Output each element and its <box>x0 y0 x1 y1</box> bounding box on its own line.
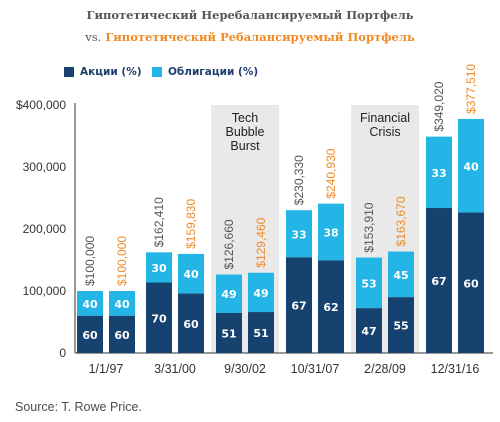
bar-stocks-nonrebalanced <box>146 282 172 353</box>
value-label-rebalanced: $100,000 <box>115 236 129 286</box>
bar-bonds-nonrebalanced <box>286 210 312 258</box>
bar-stocks-nonrebalanced <box>356 308 382 353</box>
legend-item-bonds: Облигации (%) <box>152 66 258 78</box>
value-label-nonrebalanced: $349,020 <box>432 81 446 131</box>
legend-label-stocks: Акции (%) <box>80 66 142 78</box>
value-label-rebalanced: $240,930 <box>324 148 338 198</box>
value-label-rebalanced: $163,670 <box>394 196 408 246</box>
x-tick-label: 1/1/97 <box>89 362 124 376</box>
bar-stocks-rebalanced <box>248 312 274 353</box>
data-label-bonds: 40 <box>82 298 98 311</box>
x-tick-label: 10/31/07 <box>291 362 340 376</box>
y-tick-label: 300,000 <box>23 160 67 174</box>
value-label-nonrebalanced: $162,410 <box>152 197 166 247</box>
data-label-stocks: 67 <box>431 275 446 288</box>
bar-stocks-nonrebalanced <box>426 208 452 353</box>
y-tick-label: $400,000 <box>16 98 66 112</box>
data-label-stocks: 51 <box>253 327 268 340</box>
bar-stocks-rebalanced <box>109 315 135 353</box>
bar-stocks-rebalanced <box>318 260 344 353</box>
data-label-bonds: 40 <box>183 268 199 281</box>
bar-bonds-rebalanced <box>109 291 135 316</box>
data-label-stocks: 60 <box>114 329 130 342</box>
bar-stocks-rebalanced <box>178 293 204 353</box>
legend-swatch-bonds <box>152 67 162 77</box>
bar-stocks-nonrebalanced <box>77 315 103 353</box>
y-tick-label: 200,000 <box>23 222 67 236</box>
bar-stocks-rebalanced <box>388 297 414 353</box>
data-label-bonds: 38 <box>323 227 338 240</box>
data-label-bonds: 53 <box>361 277 376 290</box>
data-label-stocks: 62 <box>323 301 338 314</box>
bar-stocks-nonrebalanced <box>286 257 312 353</box>
bar-bonds-rebalanced <box>388 251 414 298</box>
value-label-rebalanced: $159,830 <box>184 199 198 249</box>
vs-label: vs. <box>85 30 102 44</box>
annotation-label: Financial Crisis <box>360 111 410 139</box>
x-tick-label: 12/31/16 <box>431 362 480 376</box>
x-tick-label: 2/28/09 <box>364 362 406 376</box>
y-tick-label: 100,000 <box>23 284 67 298</box>
data-label-stocks: 70 <box>151 312 167 325</box>
value-label-nonrebalanced: $126,660 <box>222 219 236 269</box>
bar-bonds-rebalanced <box>248 272 274 313</box>
data-label-stocks: 47 <box>361 325 376 338</box>
data-label-bonds: 30 <box>151 262 167 275</box>
rebalanced-title: Гипотетический Ребалансируемый Портфель <box>105 30 415 44</box>
chart-title: Гипотетический Неребалансируемый Портфел… <box>86 8 414 22</box>
bar-bonds-nonrebalanced <box>146 252 172 283</box>
data-label-stocks: 60 <box>183 318 199 331</box>
data-label-stocks: 51 <box>221 327 236 340</box>
source-note: Source: T. Rowe Price. <box>15 400 142 414</box>
legend-swatch-stocks <box>64 67 74 77</box>
x-tick-label: 3/31/00 <box>154 362 196 376</box>
value-label-nonrebalanced: $230,330 <box>292 155 306 205</box>
bar-stocks-nonrebalanced <box>216 312 242 353</box>
data-label-bonds: 49 <box>253 287 268 300</box>
data-label-bonds: 49 <box>221 288 236 301</box>
y-tick-label: 0 <box>59 346 66 360</box>
data-label-bonds: 33 <box>431 167 446 180</box>
bar-bonds-nonrebalanced <box>216 274 242 313</box>
bar-bonds-nonrebalanced <box>426 136 452 209</box>
bar-bonds-rebalanced <box>318 203 344 261</box>
chart-subtitle: vs. Гипотетический Ребалансируемый Портф… <box>0 30 500 44</box>
data-label-bonds: 40 <box>114 298 130 311</box>
data-label-bonds: 33 <box>291 228 306 241</box>
value-label-nonrebalanced: $100,000 <box>83 236 97 286</box>
bar-bonds-nonrebalanced <box>77 291 103 316</box>
data-label-stocks: 60 <box>82 329 98 342</box>
data-label-bonds: 45 <box>393 269 408 282</box>
bar-bonds-nonrebalanced <box>356 257 382 309</box>
data-label-bonds: 40 <box>463 160 479 173</box>
bar-stocks-rebalanced <box>458 212 484 353</box>
legend-label-bonds: Облигации (%) <box>168 66 259 78</box>
value-label-rebalanced: $129,460 <box>254 217 268 267</box>
bar-bonds-rebalanced <box>458 118 484 213</box>
chart-plot: $400,000 300,000 200,000 100,000 0 Tech Bubble… <box>16 64 493 376</box>
value-label-rebalanced: $377,510 <box>464 64 478 114</box>
x-tick-label: 9/30/02 <box>224 362 266 376</box>
annotation-label: Tech Bubble Burst <box>226 111 265 153</box>
data-label-stocks: 67 <box>291 300 306 313</box>
bar-bonds-rebalanced <box>178 253 204 294</box>
value-label-nonrebalanced: $153,910 <box>362 202 376 252</box>
data-label-stocks: 55 <box>393 320 408 333</box>
data-label-stocks: 60 <box>463 277 479 290</box>
legend-item-stocks: Акции (%) <box>64 66 142 78</box>
